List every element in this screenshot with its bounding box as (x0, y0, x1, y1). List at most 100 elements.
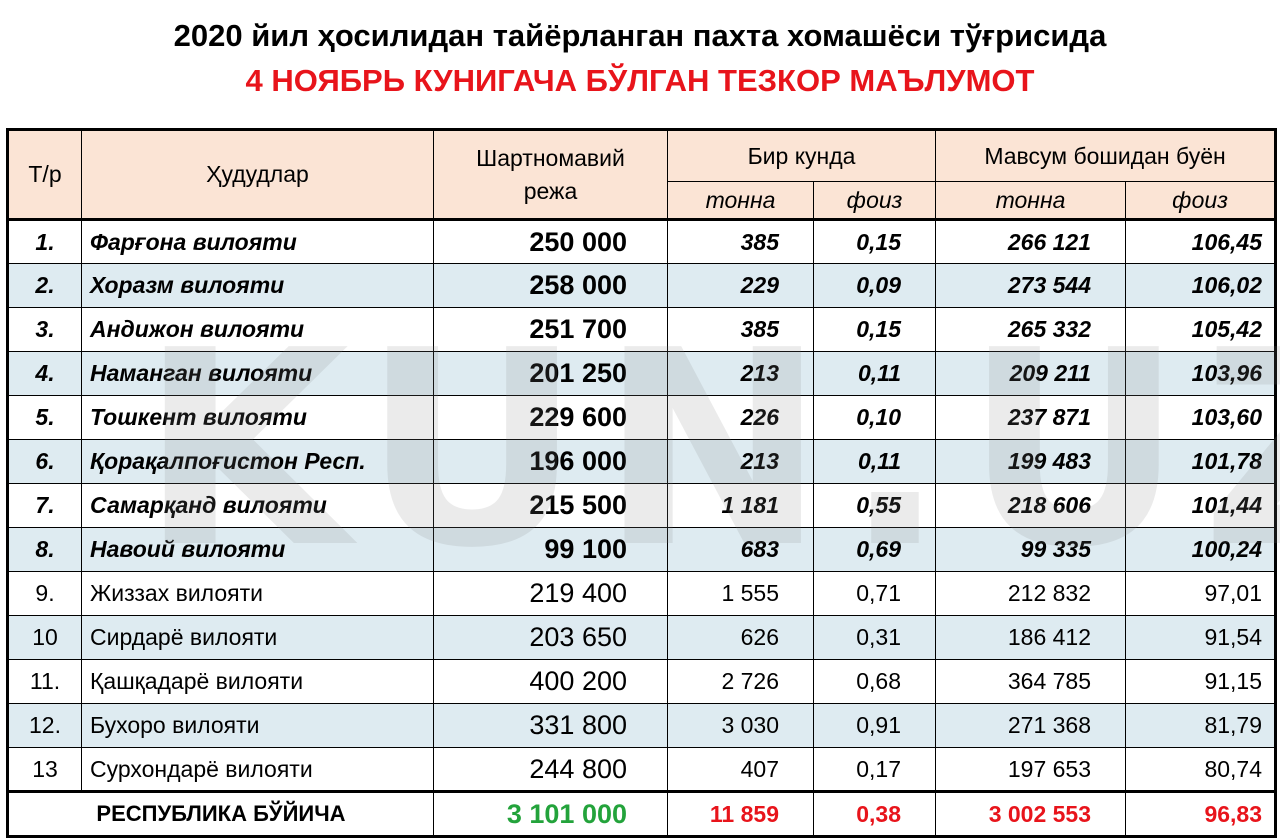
row-num: 7. (7, 483, 82, 528)
page-title: 2020 йил ҳосилидан тайёрланган пахта хом… (173, 18, 1107, 53)
row-day-tonna: 213 (667, 351, 814, 396)
row-season-foiz: 91,54 (1125, 615, 1277, 660)
row-day-foiz: 0,17 (812, 747, 937, 792)
row-season-foiz: 103,60 (1125, 395, 1277, 440)
row-season-tonna: 197 653 (935, 747, 1127, 792)
row-plan: 250 000 (433, 219, 668, 264)
row-day-tonna: 385 (667, 307, 814, 352)
header-plan-line1: Шартномавий (476, 144, 625, 171)
row-season-foiz: 106,45 (1125, 219, 1277, 264)
row-season-foiz: 101,78 (1125, 439, 1277, 484)
table-row: 5. Тошкент вилояти 229 600 226 0,10 237 871 10… (7, 395, 1277, 440)
row-season-foiz: 106,02 (1125, 263, 1277, 308)
header-day: Бир кунда (666, 129, 937, 182)
total-plan: 3 101 000 (433, 790, 668, 837)
row-season-tonna: 209 211 (935, 351, 1127, 396)
table-row: 7. Самарқанд вилояти 215 500 1 181 0,55 218 6… (7, 483, 1277, 528)
row-season-tonna: 218 606 (935, 483, 1127, 528)
row-region: Андижон вилояти (81, 307, 434, 352)
row-num: 4. (7, 351, 82, 396)
row-day-tonna: 407 (667, 747, 814, 792)
header-region: Ҳудудлар (81, 129, 434, 221)
row-num: 10 (7, 615, 82, 660)
row-day-foiz: 0,69 (812, 527, 937, 572)
row-region: Навоий вилояти (81, 527, 434, 572)
total-row: РЕСПУБЛИКА БЎЙИЧА 3 101 000 11 859 0,38 … (7, 790, 1277, 837)
row-num: 1. (7, 219, 82, 264)
row-day-tonna: 229 (667, 263, 814, 308)
table-row: 13 Сурхондарё вилояти 244 800 407 0,17 197 65… (7, 747, 1277, 792)
row-num: 6. (7, 439, 82, 484)
row-day-foiz: 0,71 (812, 571, 937, 616)
cotton-harvest-table: Т/р Ҳудудлар Шартномавий режа Бир кунда … (6, 128, 1278, 838)
row-day-foiz: 0,55 (812, 483, 937, 528)
table-row: 8. Навоий вилояти 99 100 683 0,69 99 335 100,2… (7, 527, 1277, 572)
row-region: Тошкент вилояти (81, 395, 434, 440)
row-day-foiz: 0,15 (812, 219, 937, 264)
row-region: Жиззах вилояти (81, 571, 434, 616)
row-plan: 201 250 (433, 351, 668, 396)
header-num: Т/р (7, 129, 82, 221)
row-season-foiz: 103,96 (1125, 351, 1277, 396)
row-num: 13 (7, 747, 82, 792)
row-region: Самарқанд вилояти (81, 483, 434, 528)
total-day-foiz: 0,38 (812, 790, 937, 837)
row-plan: 251 700 (433, 307, 668, 352)
header-day-foiz: фоиз (812, 181, 937, 221)
row-season-tonna: 271 368 (935, 703, 1127, 748)
row-region: Сурхондарё вилояти (81, 747, 434, 792)
row-season-tonna: 364 785 (935, 659, 1127, 704)
row-num: 12. (7, 703, 82, 748)
row-region: Қорақалпоғистон Респ. (81, 439, 434, 484)
row-day-foiz: 0,10 (812, 395, 937, 440)
row-plan: 229 600 (433, 395, 668, 440)
row-plan: 400 200 (433, 659, 668, 704)
row-region: Фарғона вилояти (81, 219, 434, 264)
row-season-foiz: 97,01 (1125, 571, 1277, 616)
header-plan-line2: режа (523, 177, 578, 204)
row-day-tonna: 1 181 (667, 483, 814, 528)
row-day-tonna: 626 (667, 615, 814, 660)
row-season-tonna: 199 483 (935, 439, 1127, 484)
row-day-tonna: 213 (667, 439, 814, 484)
row-season-tonna: 266 121 (935, 219, 1127, 264)
row-num: 8. (7, 527, 82, 572)
table-row: 12. Бухоро вилояти 331 800 3 030 0,91 271 368… (7, 703, 1277, 748)
row-day-tonna: 2 726 (667, 659, 814, 704)
row-day-tonna: 385 (667, 219, 814, 264)
header-season-foiz: фоиз (1125, 181, 1277, 221)
row-day-tonna: 1 555 (667, 571, 814, 616)
row-season-tonna: 237 871 (935, 395, 1127, 440)
table-row: 2. Хоразм вилояти 258 000 229 0,09 273 544 106… (7, 263, 1277, 308)
table-row: 4. Наманган вилояти 201 250 213 0,11 209 211 1… (7, 351, 1277, 396)
row-num: 9. (7, 571, 82, 616)
header-plan: Шартномавий режа (433, 129, 668, 221)
total-season-foiz: 96,83 (1125, 790, 1277, 837)
header-season-tonna: тонна (935, 181, 1127, 221)
row-day-foiz: 0,68 (812, 659, 937, 704)
total-day-tonna: 11 859 (667, 790, 814, 837)
table-row: 3. Андижон вилояти 251 700 385 0,15 265 332 10… (7, 307, 1277, 352)
row-region: Хоразм вилояти (81, 263, 434, 308)
row-plan: 99 100 (433, 527, 668, 572)
row-season-foiz: 91,15 (1125, 659, 1277, 704)
row-num: 2. (7, 263, 82, 308)
row-num: 3. (7, 307, 82, 352)
header-day-tonna: тонна (667, 181, 814, 221)
row-season-foiz: 80,74 (1125, 747, 1277, 792)
row-plan: 331 800 (433, 703, 668, 748)
row-plan: 219 400 (433, 571, 668, 616)
row-season-foiz: 101,44 (1125, 483, 1277, 528)
row-season-foiz: 81,79 (1125, 703, 1277, 748)
row-season-tonna: 212 832 (935, 571, 1127, 616)
total-season-tonna: 3 002 553 (935, 790, 1127, 837)
row-season-foiz: 105,42 (1125, 307, 1277, 352)
total-label: РЕСПУБЛИКА БЎЙИЧА (7, 790, 434, 837)
row-day-foiz: 0,11 (812, 439, 937, 484)
table-row: 11. Қашқадарё вилояти 400 200 2 726 0,68 364 … (7, 659, 1277, 704)
row-day-foiz: 0,91 (812, 703, 937, 748)
header-season: Мавсум бошидан буён (935, 129, 1277, 182)
row-season-tonna: 186 412 (935, 615, 1127, 660)
row-season-tonna: 265 332 (935, 307, 1127, 352)
row-plan: 203 650 (433, 615, 668, 660)
